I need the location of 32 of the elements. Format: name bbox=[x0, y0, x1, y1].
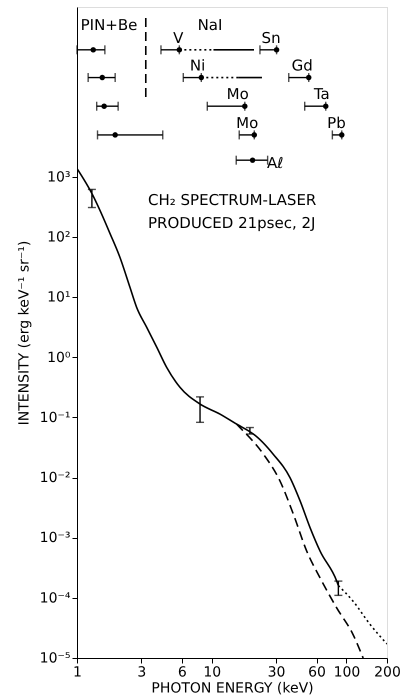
x-tick-label: 30 bbox=[268, 664, 286, 680]
annotation: Ta bbox=[312, 85, 330, 104]
annotation: Sn bbox=[262, 28, 281, 47]
x-tick-label: 60 bbox=[308, 664, 326, 680]
y-axis-title: INTENSITY (erg keV⁻¹ sr⁻¹) bbox=[16, 240, 33, 426]
y-tick-label: 10⁻⁴ bbox=[40, 590, 71, 606]
annotation: PRODUCED 21psec, 2J bbox=[148, 214, 316, 232]
annotation: V bbox=[173, 28, 184, 47]
y-tick-label: 10¹ bbox=[47, 290, 70, 306]
annotation: Mo bbox=[226, 85, 249, 104]
annotation: NaI bbox=[198, 16, 222, 34]
y-tick-label: 10⁻³ bbox=[40, 530, 70, 546]
x-tick-label: 3 bbox=[137, 664, 146, 680]
x-tick-label: 10 bbox=[203, 664, 222, 680]
annotation: Mo bbox=[236, 114, 258, 132]
y-tick-label: 10² bbox=[47, 230, 70, 246]
x-tick-label: 200 bbox=[374, 664, 401, 680]
x-tick-label: 1 bbox=[73, 664, 82, 680]
annotation: Pb bbox=[327, 114, 346, 132]
x-axis-title: PHOTON ENERGY (keV) bbox=[151, 680, 314, 696]
y-tick-label: 10⁻¹ bbox=[40, 410, 70, 426]
annotation: PIN+Be bbox=[80, 16, 138, 34]
annotation: CH₂ SPECTRUM-LASER bbox=[148, 191, 316, 209]
annotation: Aℓ bbox=[267, 154, 284, 172]
y-tick-label: 10⁰ bbox=[47, 350, 71, 366]
y-tick-label: 10³ bbox=[47, 169, 70, 186]
y-tick-label: 10⁻⁵ bbox=[40, 650, 70, 666]
y-tick-label: 10⁻² bbox=[40, 470, 70, 486]
annotation: Gd bbox=[292, 56, 313, 75]
x-tick-label: 6 bbox=[178, 664, 187, 680]
annotation: Ni bbox=[190, 56, 206, 75]
x-tick-label: 100 bbox=[334, 664, 360, 680]
